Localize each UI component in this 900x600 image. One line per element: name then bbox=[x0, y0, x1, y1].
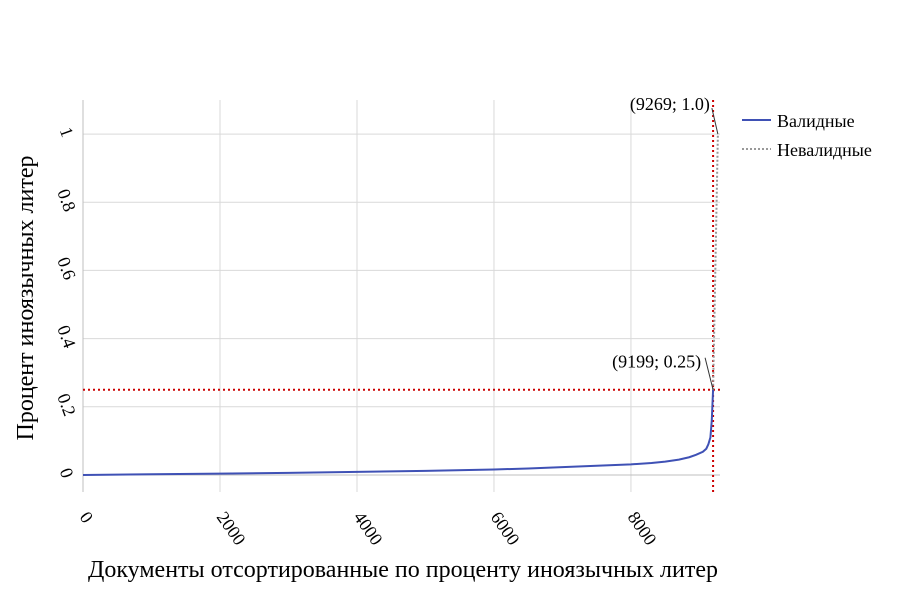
y-tick-label: 0.2 bbox=[53, 391, 79, 419]
series-line-invalid bbox=[712, 134, 719, 390]
series-layer bbox=[82, 134, 719, 476]
legend-label-valid: Валидные bbox=[777, 111, 855, 131]
x-tick-label: 4000 bbox=[350, 508, 387, 549]
x-tick-label: 6000 bbox=[487, 508, 524, 549]
annotation-leader bbox=[711, 107, 719, 135]
x-tick-label: 2000 bbox=[213, 508, 250, 549]
annotation-leader bbox=[704, 357, 714, 390]
grid bbox=[83, 100, 720, 492]
y-tick-labels: 0 0.2 0.4 0.6 0.8 1 bbox=[53, 124, 79, 480]
series-line-valid bbox=[82, 389, 715, 476]
threshold-lines bbox=[83, 100, 720, 492]
y-tick-label: 1 bbox=[56, 124, 78, 139]
x-tick-label: 8000 bbox=[624, 508, 661, 549]
y-tick-label: 0 bbox=[56, 465, 78, 480]
legend: Валидные Невалидные bbox=[742, 111, 872, 160]
annotations: (9269; 1.0) (9199; 0.25) bbox=[612, 94, 719, 390]
x-tick-label: 0 bbox=[76, 508, 98, 527]
y-tick-label: 0.8 bbox=[53, 186, 79, 214]
annotation-label: (9199; 0.25) bbox=[612, 352, 701, 373]
y-tick-label: 0.4 bbox=[53, 323, 79, 351]
y-tick-label: 0.6 bbox=[53, 254, 79, 282]
x-tick-labels: 0 2000 4000 6000 8000 bbox=[76, 508, 661, 549]
legend-label-invalid: Невалидные bbox=[777, 140, 872, 160]
annotation-label: (9269; 1.0) bbox=[630, 94, 710, 115]
x-axis-title: Документы отсортированные по проценту ин… bbox=[88, 557, 718, 583]
y-axis-title: Процент иноязычных литер bbox=[13, 155, 39, 440]
